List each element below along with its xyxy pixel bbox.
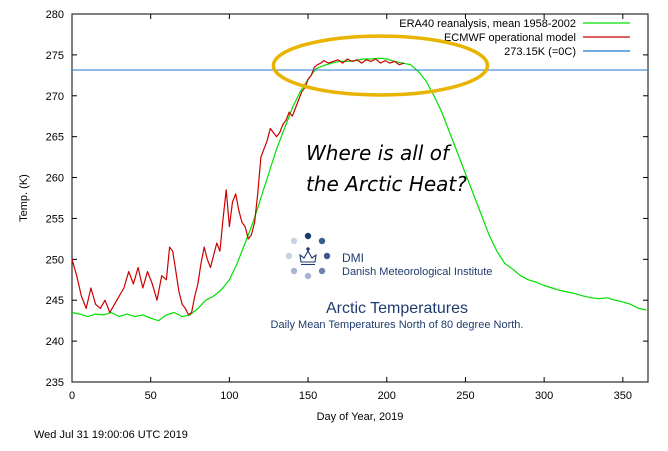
y-axis-title: Temp. (K)	[18, 174, 30, 222]
x-tick-label: 300	[535, 390, 553, 402]
callout-text-line2: the Arctic Heat?	[306, 172, 467, 196]
logo-dot	[290, 237, 298, 245]
y-tick-label: 255	[46, 213, 64, 225]
y-tick-label: 250	[46, 254, 64, 266]
logo-dot	[323, 252, 331, 260]
x-tick-label: 0	[69, 390, 75, 402]
crown-icon	[299, 247, 317, 266]
logo-dot	[304, 232, 312, 240]
dmi-logo-name: DMI	[342, 251, 364, 265]
y-tick-label: 275	[46, 50, 64, 62]
legend-label-freezing: 273.15K (=0C)	[504, 46, 576, 58]
callout-ellipse	[271, 34, 490, 97]
logo-dot	[318, 267, 326, 275]
era40-series-line	[71, 57, 647, 322]
x-tick-label: 250	[456, 390, 474, 402]
y-tick-label: 240	[46, 336, 64, 348]
x-axis: 0 50 100 150 200 250 300 350	[69, 14, 632, 402]
legend-label-ecmwf: ECMWF operational model	[444, 32, 576, 44]
logo-dot	[318, 237, 326, 245]
ecmwf-series-line	[71, 58, 405, 316]
dmi-logo: DMI Danish Meteorological Institute	[285, 232, 492, 280]
logo-dot	[285, 252, 293, 260]
logo-dot	[290, 267, 298, 275]
y-tick-label: 265	[46, 132, 64, 144]
x-tick-label: 50	[145, 390, 157, 402]
x-tick-label: 150	[299, 390, 317, 402]
overlay-title: Arctic Temperatures	[326, 300, 468, 317]
legend-label-era40: ERA40 reanalysis, mean 1958-2002	[399, 18, 576, 30]
series-layer	[71, 57, 648, 322]
x-tick-label: 350	[614, 390, 632, 402]
timestamp: Wed Jul 31 19:00:06 UTC 2019	[34, 429, 188, 441]
dmi-logo-fullname: Danish Meteorological Institute	[342, 266, 492, 278]
x-tick-label: 100	[220, 390, 238, 402]
plot-frame	[71, 13, 649, 383]
callout-text-line1: Where is all of	[306, 141, 452, 165]
y-tick-label: 235	[46, 377, 64, 389]
x-tick-label: 200	[378, 390, 396, 402]
legend: ERA40 reanalysis, mean 1958-2002 ECMWF o…	[399, 18, 630, 58]
x-axis-title: Day of Year, 2019	[317, 411, 404, 423]
y-axis: 235 240 245 250 255 260 265 270 275 280	[46, 9, 648, 389]
y-tick-label: 260	[46, 173, 64, 185]
y-tick-label: 280	[46, 9, 64, 21]
logo-dot	[304, 272, 312, 280]
overlay-subtitle: Daily Mean Temperatures North of 80 degr…	[271, 319, 524, 331]
y-tick-label: 270	[46, 91, 64, 103]
y-tick-label: 245	[46, 295, 64, 307]
